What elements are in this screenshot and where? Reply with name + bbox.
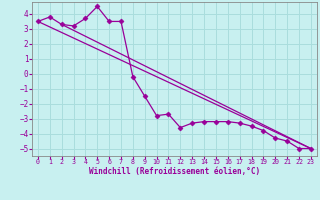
X-axis label: Windchill (Refroidissement éolien,°C): Windchill (Refroidissement éolien,°C) bbox=[89, 167, 260, 176]
